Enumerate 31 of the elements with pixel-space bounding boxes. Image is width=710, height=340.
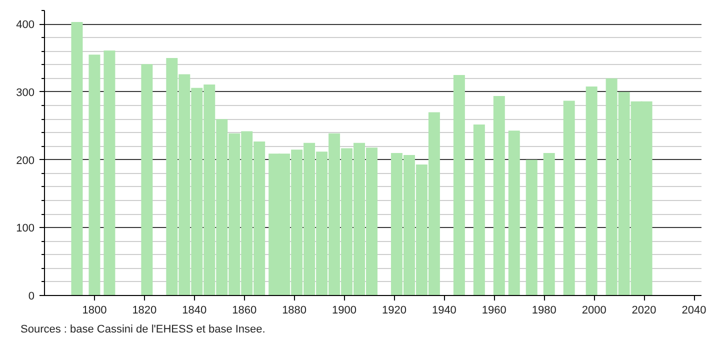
bar [586,86,598,296]
x-tick-label: 1920 [382,304,406,316]
y-tick-label: 0 [28,290,35,302]
bar [141,64,153,296]
y-tick-label: 200 [16,154,35,167]
bar [563,100,575,296]
bar [543,153,555,296]
y-tick-label: 400 [16,19,35,32]
bar [526,160,538,296]
x-tick-label: 1860 [232,304,257,316]
y-tick-label: 100 [16,222,35,235]
x-tick-label: 1800 [82,304,107,316]
x-tick-label: 1820 [132,304,157,316]
bar [493,96,505,296]
y-tick-label: 300 [16,86,35,99]
bar [104,50,116,296]
bar [473,124,485,296]
source-note: Sources : base Cassini de l'EHESS et base Insee. [20,324,266,336]
bar [71,22,83,296]
x-tick-label: 1960 [482,304,506,316]
bar [508,130,520,296]
x-tick-label: 2000 [582,304,606,316]
bar [453,74,465,296]
x-tick-label: 1880 [282,304,307,316]
x-tick-label: 1980 [532,304,556,316]
x-tick-label: 2040 [682,304,706,316]
x-tick-label: 2020 [632,304,656,316]
x-tick-label: 1900 [332,304,357,316]
bar [88,54,100,296]
x-tick-label: 1840 [182,304,207,316]
x-tick-label: 1940 [432,304,456,316]
